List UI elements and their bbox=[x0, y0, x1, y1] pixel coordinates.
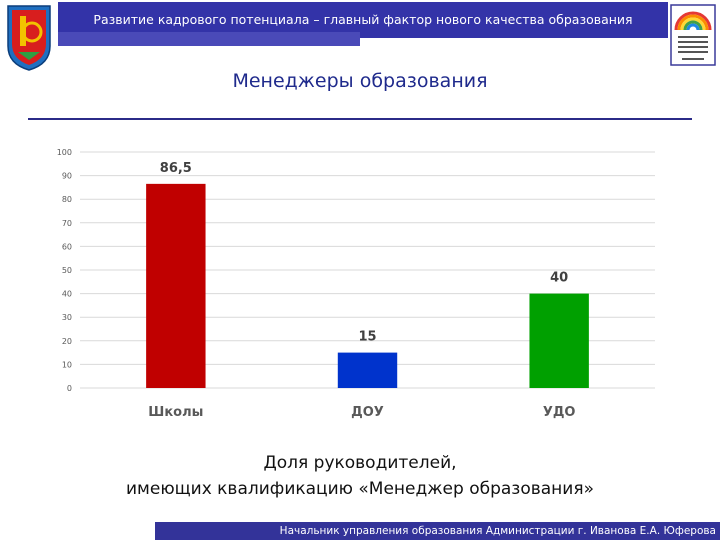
education-department-rainbow-logo-icon bbox=[670, 4, 716, 66]
header-title: Развитие кадрового потенциала – главный … bbox=[93, 12, 633, 27]
chart-x-tick-labels: Школы ДОУ УДО bbox=[148, 405, 575, 420]
y-tick-label: 80 bbox=[62, 195, 72, 204]
y-tick-label: 50 bbox=[62, 266, 72, 275]
city-coat-of-arms-icon bbox=[7, 5, 51, 71]
y-tick-label: 0 bbox=[67, 384, 72, 393]
y-tick-label: 20 bbox=[62, 337, 72, 346]
y-tick-label: 40 bbox=[62, 290, 72, 299]
chart-bars bbox=[146, 183, 589, 388]
bar-3 bbox=[529, 293, 589, 388]
data-label: 40 bbox=[550, 271, 568, 286]
caption-line-1: Доля руководителей, bbox=[263, 453, 457, 473]
chart-data-labels: 86,5 15 40 bbox=[160, 161, 568, 345]
x-tick-label: УДО bbox=[543, 405, 576, 420]
footer-text: Начальник управления образования Админис… bbox=[279, 525, 716, 537]
x-tick-label: ДОУ bbox=[351, 405, 384, 420]
title-divider bbox=[28, 118, 692, 120]
slide-title: Менеджеры образования bbox=[232, 70, 488, 92]
data-label: 86,5 bbox=[160, 161, 192, 176]
header-accent-strip bbox=[58, 32, 360, 46]
bar-chart: 0 10 20 30 40 50 60 70 80 90 100 86,5 15 40 Школы ДОУ… bbox=[57, 148, 655, 420]
y-tick-label: 60 bbox=[62, 242, 72, 251]
y-tick-label: 100 bbox=[57, 148, 72, 157]
data-label: 15 bbox=[358, 330, 376, 345]
caption-line-2: имеющих квалификацию «Менеджер образован… bbox=[126, 479, 594, 499]
header: Развитие кадрового потенциала – главный … bbox=[0, 0, 720, 71]
x-tick-label: Школы bbox=[148, 405, 203, 420]
y-tick-label: 70 bbox=[62, 219, 72, 228]
y-tick-label: 30 bbox=[62, 313, 72, 322]
footer-bar bbox=[155, 522, 720, 540]
y-tick-label: 90 bbox=[62, 172, 72, 181]
y-tick-label: 10 bbox=[62, 360, 72, 369]
chart-y-tick-labels: 0 10 20 30 40 50 60 70 80 90 100 bbox=[57, 148, 72, 393]
bar-1 bbox=[146, 183, 206, 388]
bar-2 bbox=[337, 352, 398, 388]
chart-caption: Доля руководителей, имеющих квалификацию… bbox=[0, 450, 720, 502]
